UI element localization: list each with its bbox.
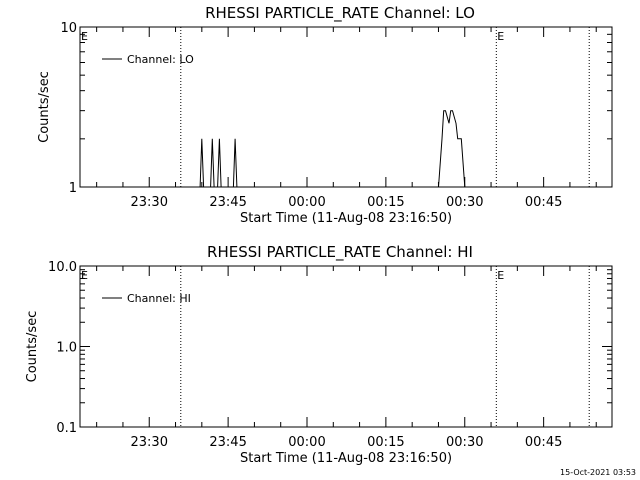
x-tick-label: 00:30 — [446, 435, 483, 450]
y-tick-label: 1.0 — [56, 341, 77, 356]
y-tick-label: 1 — [69, 181, 77, 196]
plot-frame — [79, 265, 613, 428]
x-tick-label: 00:45 — [525, 435, 562, 450]
x-axis-label: Start Time (11-Aug-08 23:16:50) — [240, 211, 452, 226]
event-marker-label: E — [81, 30, 88, 43]
y-axis-label: Counts/sec — [37, 71, 52, 143]
generation-timestamp: 15-Oct-2021 03:53 — [560, 468, 636, 477]
x-tick-label: 00:15 — [367, 195, 404, 210]
chart-title: RHESSI PARTICLE_RATE Channel: HI — [207, 243, 473, 262]
y-tick-label: 0.1 — [56, 421, 77, 436]
x-tick-label: 00:15 — [367, 435, 404, 450]
x-tick-label: 23:30 — [131, 435, 168, 450]
y-tick-label: 10 — [60, 21, 77, 36]
event-marker-label: E — [81, 269, 88, 282]
legend-label: Channel: HI — [127, 292, 191, 305]
x-tick-label: 00:30 — [446, 195, 483, 210]
legend-label: Channel: LO — [127, 53, 194, 66]
hi-channel-panel: RHESSI PARTICLE_RATE Channel: HI 0.1 1.0 10… — [25, 243, 613, 466]
x-tick-label: 23:45 — [209, 435, 246, 450]
x-tick-label: 00:00 — [288, 195, 325, 210]
x-tick-label: 23:45 — [209, 195, 246, 210]
chart-title: RHESSI PARTICLE_RATE Channel: LO — [205, 4, 475, 23]
x-axis-label: Start Time (11-Aug-08 23:16:50) — [240, 451, 452, 466]
plot-frame — [79, 26, 613, 188]
data-series-line — [199, 110, 467, 188]
x-tick-label: 00:00 — [288, 435, 325, 450]
y-tick-label: 10.0 — [48, 260, 77, 275]
event-marker-label: E — [497, 269, 504, 282]
x-tick-label: 00:45 — [525, 195, 562, 210]
x-tick-label: 23:30 — [131, 195, 168, 210]
lo-channel-panel: RHESSI PARTICLE_RATE Channel: LO 1 10 Count… — [37, 4, 613, 226]
y-axis-label: Counts/sec — [25, 311, 40, 383]
event-marker-label: E — [497, 30, 504, 43]
